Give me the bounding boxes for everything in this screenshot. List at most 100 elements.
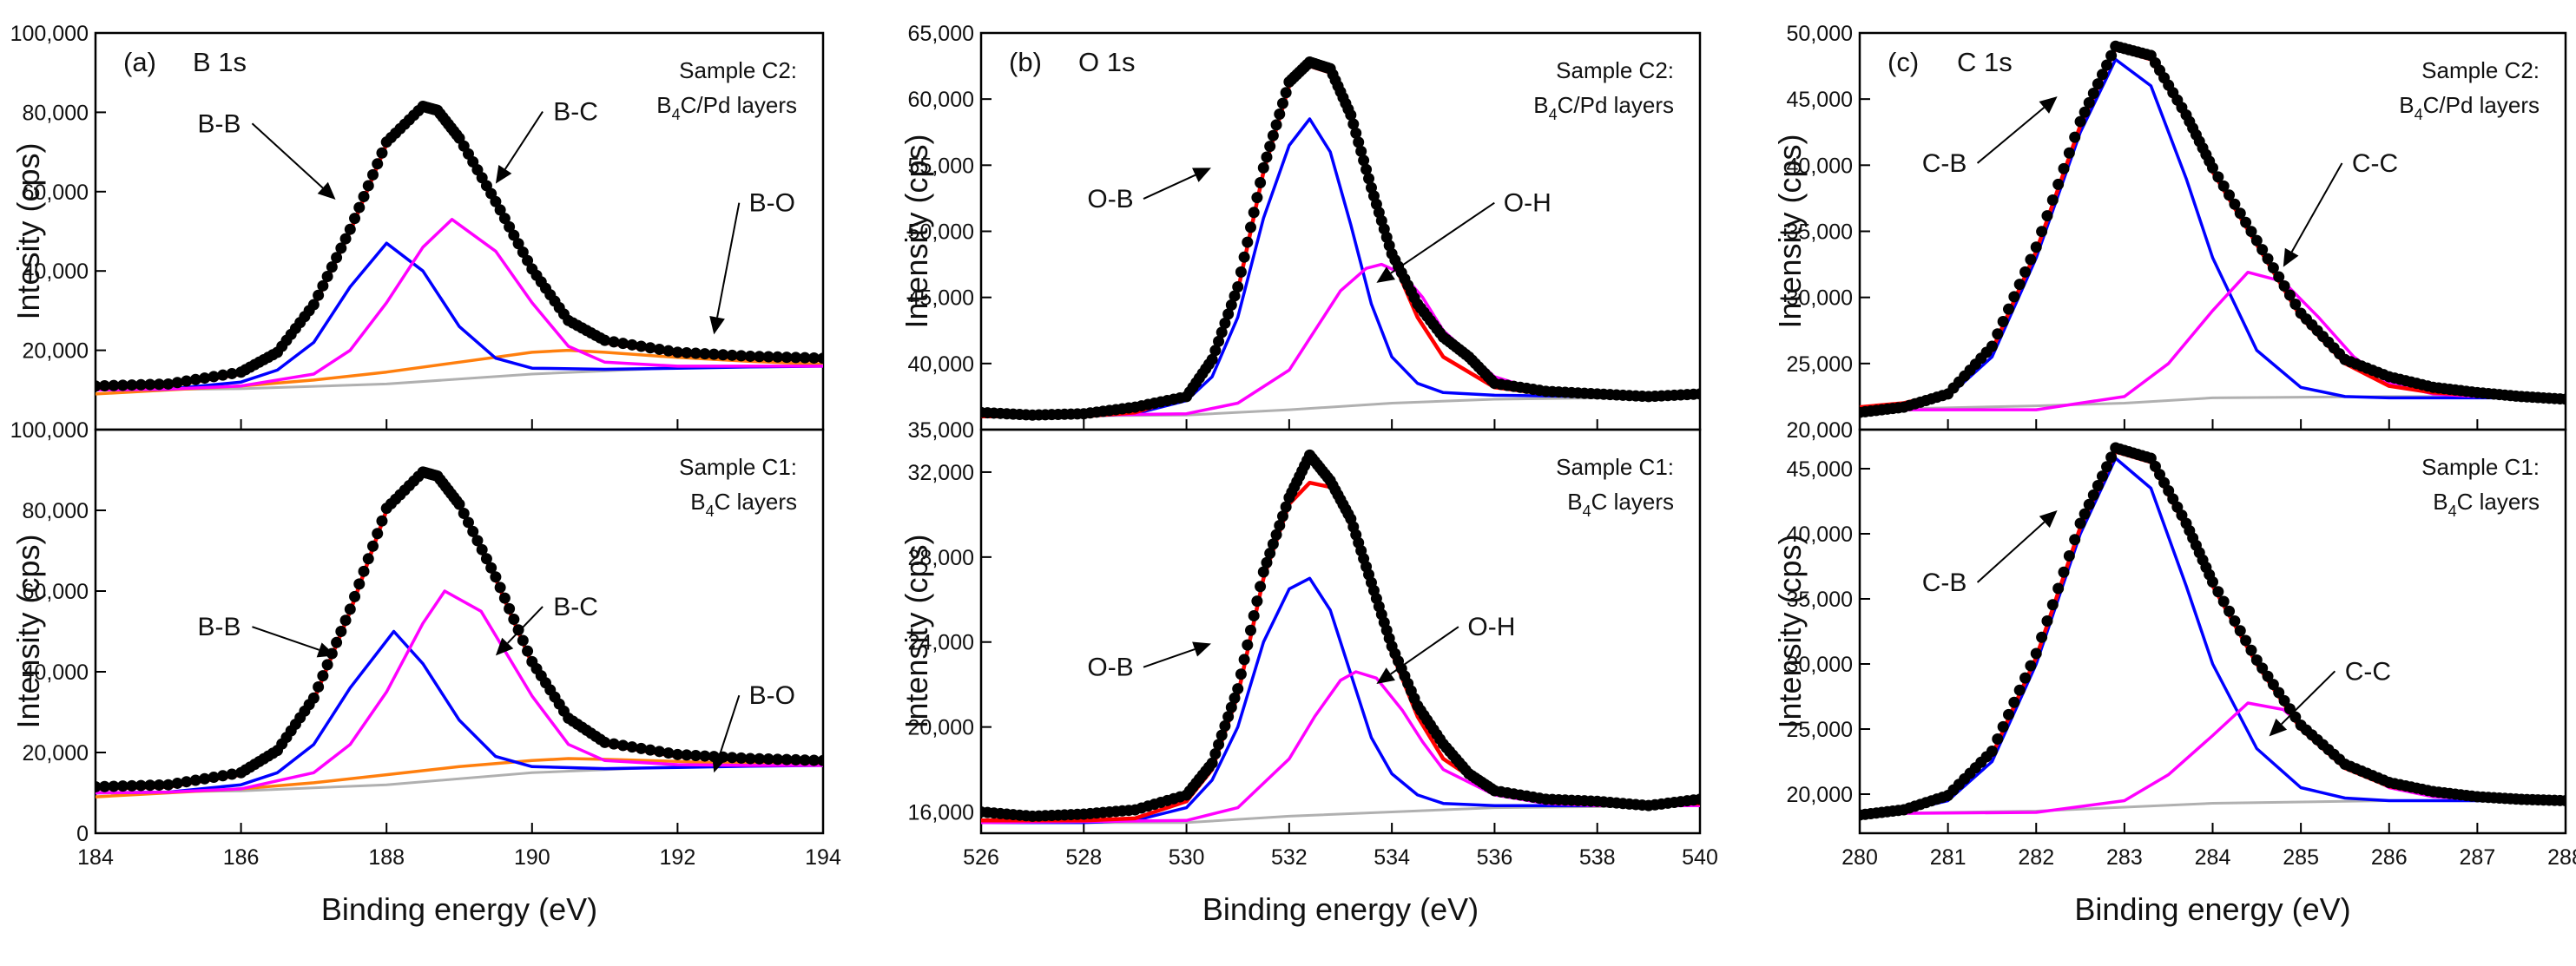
data-point <box>181 776 193 788</box>
x-tick-label: 532 <box>1271 845 1308 870</box>
data-point <box>2273 687 2285 699</box>
data-point <box>313 289 325 301</box>
x-tick-label: 188 <box>368 845 405 870</box>
series-b-b <box>96 241 823 392</box>
annotation-arrow-head <box>1376 266 1396 283</box>
data-point <box>2212 171 2224 183</box>
data-point <box>208 771 220 783</box>
formula-element: B <box>1533 92 1548 118</box>
data-point <box>2069 534 2081 546</box>
data-point <box>153 779 165 791</box>
data-point <box>1353 136 1365 148</box>
data-point <box>1261 556 1273 568</box>
data-point <box>2234 207 2246 220</box>
data-point <box>1992 328 2004 340</box>
annotation-arrow-line <box>1976 521 2046 583</box>
data-point <box>681 749 693 761</box>
data-point <box>326 261 338 273</box>
y-tick-label: 35,000 <box>908 418 974 443</box>
y-tick-label: 60,000 <box>908 88 974 112</box>
y-tick-label: 16,000 <box>908 801 974 825</box>
data-point <box>1235 266 1247 278</box>
data-point <box>2560 795 2566 806</box>
data-point <box>358 191 370 203</box>
data-point <box>217 770 229 782</box>
x-tick-label: 184 <box>77 845 114 870</box>
data-point <box>617 338 629 350</box>
annotation: B-C <box>495 98 598 184</box>
x-tick-label: 287 <box>2460 845 2496 870</box>
data-point <box>171 377 183 389</box>
sample-label-line2: B4C layers <box>2433 489 2540 520</box>
data-point <box>2087 489 2099 501</box>
data-point <box>2278 694 2290 706</box>
series-envelope <box>981 63 1700 419</box>
x-tick-label: 192 <box>660 845 696 870</box>
data-point <box>1216 326 1228 338</box>
formula-element: B <box>2433 489 2448 515</box>
data-point <box>376 515 388 527</box>
x-tick-label: 190 <box>514 845 550 870</box>
data-point <box>98 780 110 792</box>
x-axis-title: Binding energy (eV) <box>2074 891 2350 927</box>
data-point <box>662 345 675 357</box>
data-point <box>2036 631 2048 643</box>
data-point <box>485 562 497 574</box>
subplot-bottom: 0 20,000 40,000 60,000 80,000 100,000 184 186 18… <box>10 418 841 870</box>
annotation-arrow-line <box>1976 107 2045 164</box>
data-point <box>98 379 110 391</box>
data-point <box>504 220 516 233</box>
panel-3: 20,000 25,000 30,000 35,000 40,000 45,000 50,0… <box>1772 22 2576 927</box>
data-point <box>2058 566 2070 578</box>
data-point <box>362 553 374 565</box>
plot-area <box>96 101 823 396</box>
data-point <box>372 158 384 170</box>
data-point <box>321 270 333 282</box>
data-point <box>1255 581 1267 593</box>
annotation-arrow-head <box>1376 667 1395 684</box>
data-point <box>2013 279 2026 291</box>
data-point <box>644 744 656 756</box>
data-point <box>608 336 620 348</box>
data-point <box>208 371 220 383</box>
series-envelope <box>981 480 1700 823</box>
data-point <box>462 516 474 529</box>
formula-subscript: 4 <box>706 503 715 520</box>
annotation-label: B-C <box>553 593 598 621</box>
data-point <box>2096 69 2108 81</box>
annotation-arrow-line <box>1390 626 1459 675</box>
subplot-bottom: 20,000 25,000 30,000 35,000 40,000 45,000 280 2… <box>1772 428 2576 870</box>
data-point <box>2217 595 2230 608</box>
x-axis-title: Binding energy (eV) <box>321 891 597 927</box>
y-axis-title: Intensity (cps) <box>1772 134 1808 328</box>
data-point <box>372 528 384 540</box>
y-tick-label: 20,000 <box>1787 783 1853 807</box>
y-tick-label: 60,000 <box>23 580 89 604</box>
data-point <box>636 742 647 754</box>
annotation-label: C-C <box>2352 149 2398 178</box>
data-point <box>2036 226 2048 238</box>
data-point <box>171 777 183 789</box>
plot-area <box>981 56 1700 421</box>
formula-rest: C layers <box>715 489 797 515</box>
formula-rest: C layers <box>2457 489 2540 515</box>
series-data-points <box>1860 40 2566 418</box>
series-data-points <box>96 101 823 392</box>
data-point <box>735 752 748 764</box>
y-tick-label: 20,000 <box>23 741 89 766</box>
plot-area <box>1860 40 2566 418</box>
data-point <box>471 535 484 547</box>
y-axis-title: Intensity (cps) <box>1772 534 1808 728</box>
data-point <box>344 223 356 235</box>
data-point <box>2092 78 2104 90</box>
annotation-label: B-O <box>749 189 795 218</box>
data-point <box>1257 566 1269 578</box>
data-point <box>608 738 620 750</box>
data-point <box>689 347 702 359</box>
data-point <box>1358 154 1370 167</box>
data-point <box>135 779 147 792</box>
data-point <box>522 645 534 657</box>
data-point <box>162 378 175 390</box>
data-point <box>226 768 238 780</box>
formula-rest: C/Pd layers <box>2423 92 2540 118</box>
